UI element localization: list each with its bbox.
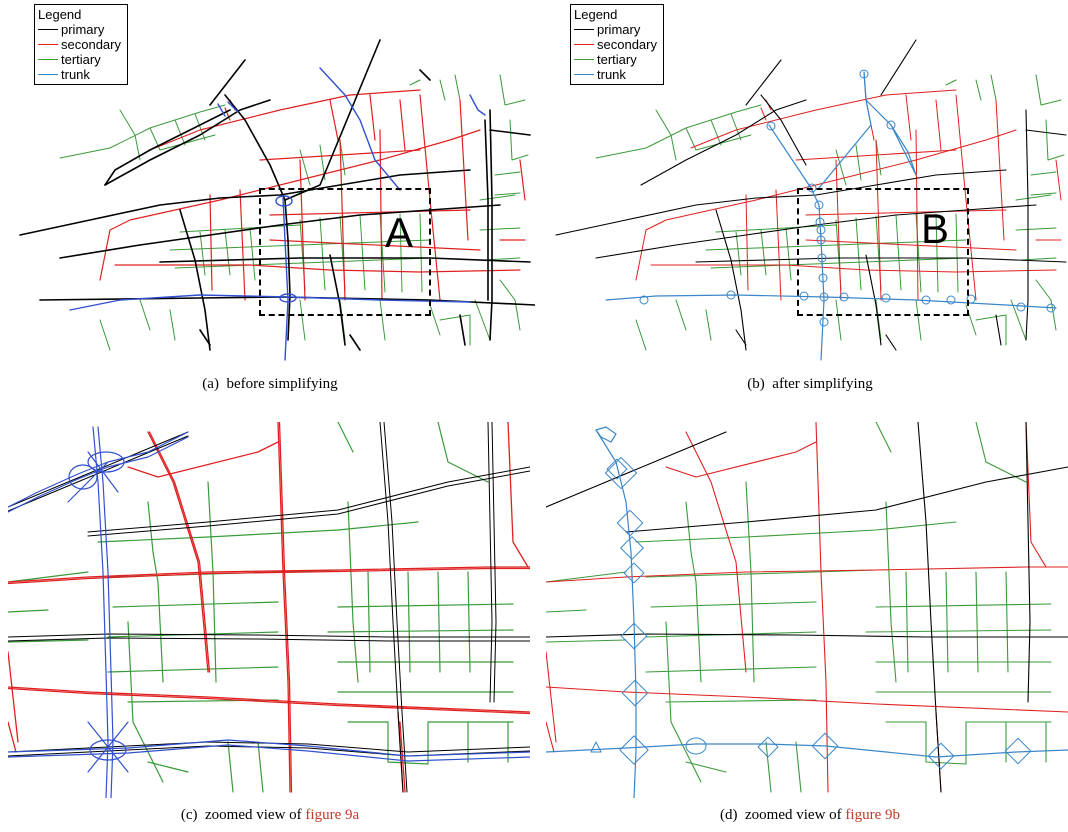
caption-d: (d) zoomed view of figure 9b	[720, 807, 900, 823]
legend-item-primary: primary	[38, 22, 121, 37]
figure-ref-9a[interactable]: figure 9a	[305, 807, 360, 823]
legend-title: Legend	[38, 7, 82, 22]
legend-item-tertiary: tertiary	[574, 52, 657, 67]
panel-a-map: Legend primary secondary tertiary trunk …	[0, 0, 535, 370]
map-b-svg	[555, 39, 1067, 361]
legend-b: Legend primary secondary tertiary trunk	[570, 4, 664, 85]
zoom-box-a-label: A	[385, 209, 414, 256]
caption-c: (c) zoomed view of figure 9a	[180, 807, 360, 823]
caption-b: (b) after simplifying	[747, 376, 873, 392]
map-d-svg	[546, 422, 1068, 798]
legend-title: Legend	[574, 7, 618, 22]
panel-c-map	[8, 422, 530, 798]
figure-ref-9b[interactable]: figure 9b	[845, 807, 900, 823]
zoom-box-b	[797, 188, 969, 316]
legend-item-tertiary: tertiary	[38, 52, 121, 67]
legend-item-secondary: secondary	[38, 37, 121, 52]
map-c-svg	[8, 422, 530, 798]
caption-a: (a) before simplifying	[202, 376, 338, 392]
legend-a: Legend primary secondary tertiary trunk	[34, 4, 128, 85]
map-a-svg	[19, 39, 535, 361]
legend-item-secondary: secondary	[574, 37, 657, 52]
legend-item-trunk: trunk	[574, 67, 657, 82]
panel-d-map	[546, 422, 1068, 798]
panel-b-map: Legend primary secondary tertiary trunk …	[536, 0, 1068, 370]
legend-item-primary: primary	[574, 22, 657, 37]
legend-item-trunk: trunk	[38, 67, 121, 82]
zoom-box-b-label: B	[921, 205, 950, 252]
zoom-box-a	[259, 188, 431, 316]
